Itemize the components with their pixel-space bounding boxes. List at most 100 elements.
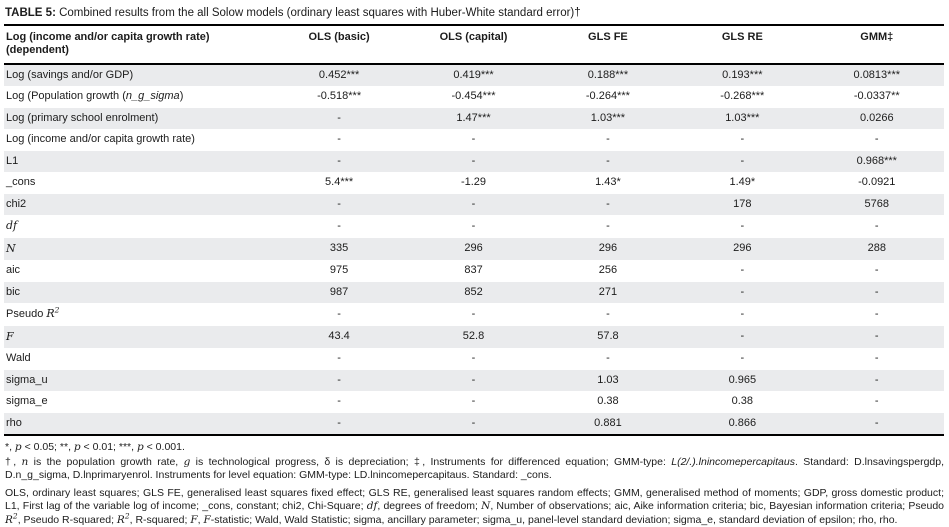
dependent-column-header-line: (dependent) xyxy=(6,44,268,57)
cell-value: 987 xyxy=(272,282,406,304)
cell-value: 5.4*** xyxy=(272,172,406,194)
cell-value: - xyxy=(810,348,944,370)
cell-value: - xyxy=(406,391,540,413)
cell-value: 296 xyxy=(675,238,809,261)
row-label: bic xyxy=(4,282,272,304)
table-header: Log (income and/or capita growth rate)(d… xyxy=(4,26,944,64)
cell-value: - xyxy=(810,215,944,238)
cell-value: 43.4 xyxy=(272,326,406,349)
header-row: Log (income and/or capita growth rate)(d… xyxy=(4,26,944,64)
cell-value: - xyxy=(272,194,406,216)
column-header-ols-basic-: OLS (basic) xyxy=(272,26,406,64)
row-label: Log (savings and/or GDP) xyxy=(4,64,272,86)
footnote-daggers: †, n is the population growth rate, g is… xyxy=(5,456,944,482)
cell-value: - xyxy=(675,282,809,304)
cell-value: 0.0266 xyxy=(810,108,944,130)
cell-value: -0.268*** xyxy=(675,86,809,108)
footnote-significance: *, p < 0.05; **, p < 0.01; ***, p < 0.00… xyxy=(5,441,944,454)
cell-value: - xyxy=(675,260,809,282)
cell-value: 852 xyxy=(406,282,540,304)
dependent-column-header-line: Log (income and/or capita growth rate) xyxy=(6,31,268,44)
dependent-column-header: Log (income and/or capita growth rate)(d… xyxy=(4,26,272,64)
table-body: Log (savings and/or GDP)0.452***0.419***… xyxy=(4,64,944,435)
cell-value: - xyxy=(406,215,540,238)
cell-value: 5768 xyxy=(810,194,944,216)
cell-value: 0.452*** xyxy=(272,64,406,86)
column-header-gls-fe: GLS FE xyxy=(541,26,675,64)
cell-value: 296 xyxy=(541,238,675,261)
cell-value: - xyxy=(272,108,406,130)
cell-value: - xyxy=(541,303,675,326)
cell-value: 0.965 xyxy=(675,370,809,392)
cell-value: -0.454*** xyxy=(406,86,540,108)
cell-value: - xyxy=(810,282,944,304)
cell-value: - xyxy=(406,194,540,216)
cell-value: - xyxy=(272,303,406,326)
table-row: Pseudo R2----- xyxy=(4,303,944,326)
cell-value: 288 xyxy=(810,238,944,261)
cell-value: - xyxy=(272,151,406,173)
cell-value: 57.8 xyxy=(541,326,675,349)
cell-value: - xyxy=(406,129,540,151)
cell-value: 0.881 xyxy=(541,413,675,435)
cell-value: - xyxy=(675,348,809,370)
table-row: Log (savings and/or GDP)0.452***0.419***… xyxy=(4,64,944,86)
cell-value: - xyxy=(541,215,675,238)
cell-value: - xyxy=(406,151,540,173)
column-header-ols-capital-: OLS (capital) xyxy=(406,26,540,64)
row-label: Pseudo R2 xyxy=(4,303,272,326)
footnote-abbreviations: OLS, ordinary least squares; GLS FE, gen… xyxy=(5,487,944,527)
cell-value: 975 xyxy=(272,260,406,282)
cell-value: - xyxy=(541,194,675,216)
row-label: rho xyxy=(4,413,272,435)
row-label: chi2 xyxy=(4,194,272,216)
cell-value: - xyxy=(810,413,944,435)
cell-value: - xyxy=(675,129,809,151)
cell-value: 0.38 xyxy=(675,391,809,413)
row-label: F xyxy=(4,326,272,349)
results-table: Log (income and/or capita growth rate)(d… xyxy=(4,26,944,436)
cell-value: -0.0921 xyxy=(810,172,944,194)
cell-value: - xyxy=(675,215,809,238)
cell-value: 1.49* xyxy=(675,172,809,194)
cell-value: - xyxy=(810,391,944,413)
cell-value: 52.8 xyxy=(406,326,540,349)
cell-value: 0.0813*** xyxy=(810,64,944,86)
table-row: L1----0.968*** xyxy=(4,151,944,173)
cell-value: 1.47*** xyxy=(406,108,540,130)
cell-value: - xyxy=(810,303,944,326)
table-row: Log (primary school enrolment)-1.47***1.… xyxy=(4,108,944,130)
row-label: L1 xyxy=(4,151,272,173)
cell-value: 0.866 xyxy=(675,413,809,435)
row-label: df xyxy=(4,215,272,238)
cell-value: -0.264*** xyxy=(541,86,675,108)
cell-value: 1.03 xyxy=(541,370,675,392)
table-caption: Combined results from the all Solow mode… xyxy=(56,7,581,19)
cell-value: - xyxy=(810,370,944,392)
cell-value: 1.43* xyxy=(541,172,675,194)
cell-value: - xyxy=(272,413,406,435)
row-label: sigma_e xyxy=(4,391,272,413)
cell-value: 271 xyxy=(541,282,675,304)
row-label: Log (primary school enrolment) xyxy=(4,108,272,130)
row-label: N xyxy=(4,238,272,261)
cell-value: - xyxy=(541,348,675,370)
cell-value: - xyxy=(406,413,540,435)
cell-value: 0.419*** xyxy=(406,64,540,86)
cell-value: - xyxy=(272,215,406,238)
cell-value: - xyxy=(675,303,809,326)
cell-value: 1.03*** xyxy=(675,108,809,130)
row-label: aic xyxy=(4,260,272,282)
cell-value: -0.0337** xyxy=(810,86,944,108)
cell-value: - xyxy=(272,348,406,370)
cell-value: 1.03*** xyxy=(541,108,675,130)
cell-value: 296 xyxy=(406,238,540,261)
cell-value: 0.38 xyxy=(541,391,675,413)
